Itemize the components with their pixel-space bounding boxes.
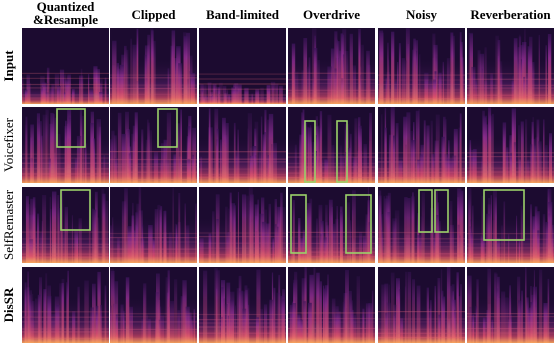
column-header-line: Quantized: [37, 0, 96, 14]
highlight-boxes: [56, 108, 525, 254]
highlight-box: [418, 189, 433, 233]
spectrogram: [467, 187, 554, 263]
highlight-box: [434, 189, 449, 233]
spectrogram-glow: [22, 137, 109, 183]
row-label: SelfRemaster: [1, 189, 16, 260]
spectrogram-glow: [110, 137, 197, 183]
spectrogram-glow: [110, 217, 197, 263]
spectrogram-glow: [199, 137, 286, 183]
spectrogram-glow: [467, 137, 554, 183]
spectrogram-glow: [199, 297, 286, 343]
spectrogram-glow: [467, 58, 554, 104]
spectrogram-glow: [199, 90, 286, 104]
column-header-line: Noisy: [406, 7, 438, 22]
spectrogram: [378, 187, 465, 263]
highlight-box: [290, 194, 307, 254]
spectrogram-glow: [288, 297, 375, 343]
column-header-line: Overdrive: [303, 7, 360, 22]
spectrogram: [22, 267, 109, 343]
highlight-box: [157, 108, 178, 148]
spectrogram-glow: [288, 217, 375, 263]
row-label: Voicefixer: [1, 117, 16, 172]
highlight-box: [336, 120, 348, 183]
column-header: Quantized &Resample: [33, 0, 98, 27]
spectrogram: [110, 107, 197, 183]
spectrogram: [199, 107, 286, 183]
spectrogram: [467, 267, 554, 343]
spectrogram-glow: [22, 81, 109, 104]
spectrogram-glow: [288, 137, 375, 183]
spectrogram-harmonic: [199, 73, 286, 75]
spectrogram: [199, 267, 286, 343]
column-header-line: Band-limited: [206, 7, 280, 22]
spectrogram-harmonic: [199, 88, 286, 90]
row-label: DisSR: [1, 287, 16, 322]
spectrogram: [110, 28, 197, 105]
spectrogram: [378, 267, 465, 343]
spectrogram-glow: [378, 137, 465, 183]
spectrogram: [288, 267, 375, 343]
spectrogram: [378, 107, 465, 183]
spectrogram-glow: [22, 217, 109, 263]
spectrogram-glow: [110, 297, 197, 343]
spectrogram: [199, 28, 286, 104]
highlight-box: [60, 189, 91, 231]
spectrogram: [288, 28, 375, 105]
column-header: Noisy: [406, 7, 438, 22]
spectrogram-glow: [467, 297, 554, 343]
spectrogram: [110, 267, 197, 343]
spectrogram-harmonic: [22, 72, 109, 74]
column-header-line: Reverberation: [470, 7, 551, 22]
spectrogram: [378, 28, 465, 105]
highlight-box: [56, 108, 86, 148]
highlight-box: [304, 120, 316, 183]
spectrogram: [288, 187, 375, 263]
spectrogram-glow: [378, 297, 465, 343]
spectrogram-harmonic: [22, 77, 109, 79]
column-header-line: Clipped: [131, 7, 176, 22]
column-header: Overdrive: [303, 7, 360, 22]
spectrogram: [22, 107, 109, 183]
spectrogram-glow: [110, 58, 197, 104]
spectrogram-harmonic: [199, 78, 286, 80]
column-header: Reverberation: [470, 7, 551, 22]
highlight-box: [345, 194, 372, 254]
row-label: Input: [1, 50, 16, 82]
column-header: Clipped: [131, 7, 176, 22]
highlight-box: [483, 189, 525, 241]
spectrogram: [288, 107, 375, 183]
spectrogram-glow: [199, 217, 286, 263]
spectrogram-glow: [378, 58, 465, 104]
spectrogram: [467, 107, 554, 183]
spectrogram: [22, 28, 109, 104]
spectrogram-harmonic: [199, 83, 286, 85]
spectrogram: [199, 187, 286, 263]
column-header-line: &Resample: [33, 12, 98, 27]
spectrogram-glow: [378, 217, 465, 263]
spectrogram: [467, 28, 554, 105]
spectrogram-glow: [22, 297, 109, 343]
column-header: Band-limited: [206, 7, 280, 22]
spectrogram-glow: [288, 58, 375, 104]
spectrogram: [22, 187, 109, 263]
spectrogram: [110, 187, 197, 263]
